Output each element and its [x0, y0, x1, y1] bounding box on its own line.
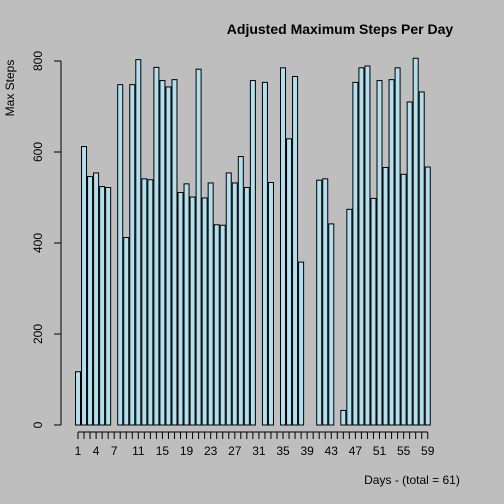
bar-day-57	[413, 58, 418, 425]
bar-day-38	[299, 262, 304, 425]
bar-day-56	[407, 102, 412, 425]
y-axis: 0 200 400 600 800	[31, 51, 61, 429]
bar-day-50	[371, 198, 376, 425]
bar-day-49	[365, 66, 370, 425]
bar-day-29	[244, 187, 249, 425]
x-tick-label: 19	[180, 444, 194, 458]
y-tick-label: 400	[31, 233, 45, 253]
bar-day-18	[178, 192, 183, 425]
bar-day-47	[353, 82, 358, 425]
bar-day-30	[250, 81, 255, 425]
bar-day-20	[190, 197, 195, 425]
y-tick-label: 200	[31, 324, 45, 344]
y-tick-label: 0	[31, 421, 45, 428]
bars	[76, 58, 431, 425]
bar-day-48	[359, 68, 364, 425]
x-tick-label: 43	[325, 444, 339, 458]
chart-title: Adjusted Maximum Steps Per Day	[227, 21, 454, 37]
x-tick-label: 23	[204, 444, 218, 458]
bar-day-33	[268, 182, 273, 425]
bar-day-19	[184, 184, 189, 425]
bar-day-28	[238, 157, 243, 425]
bar-day-14	[154, 67, 159, 425]
x-tick-label: 4	[93, 444, 100, 458]
bar-day-15	[160, 81, 165, 425]
bar-day-8	[118, 85, 123, 425]
y-tick-label: 800	[31, 51, 45, 71]
bar-day-42	[323, 179, 328, 425]
bar-day-46	[347, 209, 352, 425]
bar-day-24	[214, 225, 219, 425]
bar-day-12	[142, 179, 147, 425]
y-tick-label: 600	[31, 142, 45, 162]
bar-day-1	[76, 372, 81, 425]
bar-day-16	[166, 87, 171, 425]
bar-day-55	[401, 174, 406, 425]
x-tick-label: 39	[300, 444, 314, 458]
x-tick-label: 35	[276, 444, 290, 458]
bar-day-26	[226, 173, 231, 425]
x-tick-label: 47	[349, 444, 363, 458]
bar-day-23	[208, 183, 213, 425]
bar-day-27	[232, 183, 237, 425]
bar-day-13	[148, 180, 153, 425]
bar-day-35	[281, 68, 286, 425]
bar-day-43	[329, 224, 334, 425]
x-tick-label: 7	[111, 444, 118, 458]
bar-day-6	[106, 187, 111, 425]
bar-day-5	[100, 187, 105, 425]
x-axis: 1 4 7 11 15 19 23 27 31 35 39 43 47 51 55 59	[75, 432, 435, 458]
bar-day-52	[383, 167, 388, 425]
bar-day-21	[196, 69, 201, 425]
bar-day-41	[317, 180, 322, 425]
x-tick-label: 55	[397, 444, 411, 458]
bar-day-2	[82, 147, 87, 425]
bar-day-3	[88, 177, 93, 425]
x-axis-label: Days - (total = 61)	[364, 473, 460, 487]
x-tick-label: 11	[132, 444, 145, 458]
bar-day-37	[293, 76, 298, 425]
x-tick-label: 51	[373, 444, 387, 458]
x-tick-label: 1	[75, 444, 82, 458]
bar-day-54	[395, 68, 400, 425]
bar-day-9	[124, 238, 129, 425]
bar-day-25	[220, 225, 225, 425]
x-tick-label: 31	[252, 444, 266, 458]
x-tick-label: 27	[228, 444, 242, 458]
bar-day-10	[130, 85, 135, 425]
bar-day-11	[136, 60, 141, 425]
bar-day-32	[262, 82, 267, 425]
bar-day-58	[419, 92, 424, 425]
y-axis-label: Max Steps	[3, 60, 17, 117]
bar-day-4	[94, 173, 99, 425]
x-tick-label: 59	[421, 444, 435, 458]
bar-day-22	[202, 198, 207, 425]
bar-day-53	[389, 80, 394, 425]
bar-day-45	[341, 410, 346, 425]
x-tick-label: 15	[156, 444, 170, 458]
bar-day-17	[172, 80, 177, 425]
bar-day-51	[377, 81, 382, 425]
bar-day-59	[425, 167, 430, 425]
bar-day-36	[287, 139, 292, 425]
